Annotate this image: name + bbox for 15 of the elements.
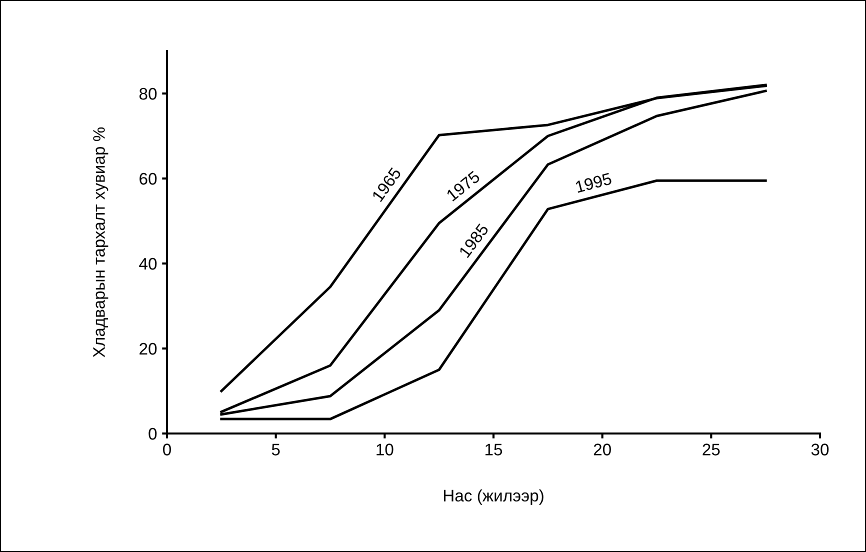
y-tick-label: 0 — [148, 428, 157, 440]
x-tick-label: 10 — [376, 444, 394, 456]
x-tick-label: 25 — [702, 444, 720, 456]
y-tick-label: 80 — [139, 88, 157, 100]
y-axis-title: Хладварын тархалт хувиар % — [93, 127, 108, 358]
x-tick-label: 15 — [486, 444, 502, 456]
x-tick-label: 20 — [594, 444, 611, 456]
y-tick-label: 20 — [140, 342, 157, 355]
x-tick-label: 30 — [811, 444, 829, 456]
x-tick-label: 5 — [272, 444, 280, 456]
x-axis-title: Нас (жилээр) — [444, 489, 544, 505]
y-tick-label: 60 — [140, 172, 157, 185]
y-tick-label: 40 — [139, 258, 157, 270]
x-tick-label: 0 — [163, 444, 171, 456]
text: 1995 — [575, 172, 612, 193]
